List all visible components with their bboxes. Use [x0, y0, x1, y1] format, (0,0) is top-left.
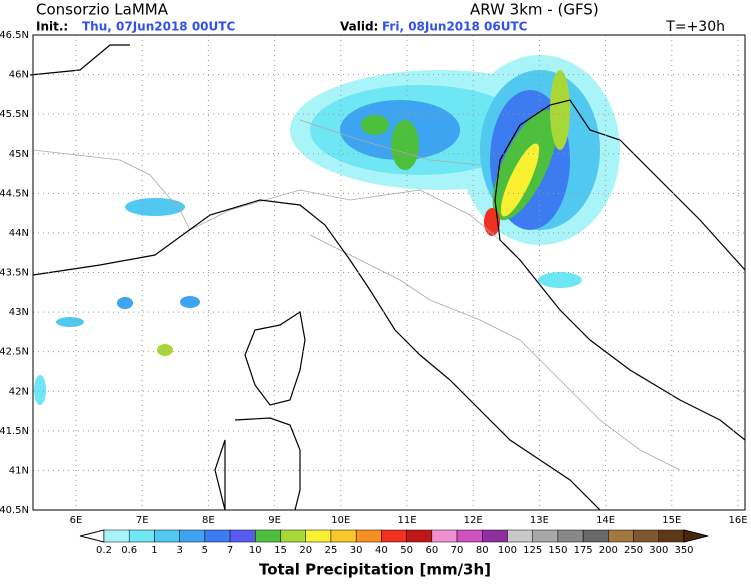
- coastlines: [29, 44, 746, 511]
- colorbar-swatch: [633, 529, 660, 543]
- lon-label: 14E: [596, 515, 615, 526]
- lon-label: 7E: [136, 515, 149, 526]
- colorbar-swatch: [280, 529, 306, 543]
- right-title: ARW 3km - (GFS): [470, 1, 599, 19]
- colorbar-swatch: [330, 529, 357, 543]
- init-label: Init.:: [36, 20, 68, 34]
- init-value: Thu, 07Jun2018 00UTC: [82, 20, 235, 34]
- colorbar-label: 0.2: [96, 545, 112, 556]
- lat-label: 41.5N: [0, 426, 29, 437]
- lat-label: 40.5N: [0, 505, 29, 516]
- colorbar-swatch: [355, 529, 382, 543]
- lat-label: 43.5N: [0, 268, 29, 279]
- colorbar-under: [79, 529, 105, 543]
- colorbar-swatch: [431, 529, 458, 543]
- lon-label: 9E: [268, 515, 281, 526]
- colorbar-label: 200: [599, 545, 618, 556]
- lat-label: 41N: [9, 465, 29, 476]
- forecast-time: T=+30h: [665, 19, 725, 35]
- colorbar-swatch: [179, 529, 206, 543]
- colorbar-label: 80: [476, 545, 489, 556]
- colorbar-label: 25: [325, 545, 338, 556]
- lat-label: 44N: [9, 228, 29, 239]
- borders: [32, 119, 681, 471]
- colorbar: 0.2 0.6 1 3 5 7 10 15 20 25 30 40 50 60 70 80 100 125 150 1…: [79, 529, 709, 556]
- colorbar-swatch: [456, 529, 483, 543]
- lon-label: 16E: [728, 515, 747, 526]
- axes: 46.5N 46N 45.5N 45N 44.5N 44N 43.5N 43N 42.5N 42N…: [0, 30, 748, 526]
- lat-label: 43N: [9, 307, 29, 318]
- colorbar-swatch: [557, 529, 584, 543]
- colorbar-swatch: [482, 529, 508, 543]
- colorbar-swatch: [406, 529, 433, 543]
- colorbar-label: 350: [674, 545, 693, 556]
- colorbar-label: 175: [574, 545, 593, 556]
- lon-label: 8E: [202, 515, 215, 526]
- colorbar-label: 125: [523, 545, 542, 556]
- lat-label: 45.5N: [0, 109, 29, 120]
- valid-label: Valid:: [340, 20, 378, 34]
- colorbar-label: 1: [151, 545, 157, 556]
- lat-label: 45N: [9, 149, 29, 160]
- colorbar-swatch: [229, 529, 256, 543]
- colorbar-label: 150: [548, 545, 567, 556]
- lat-label: 42N: [9, 386, 29, 397]
- lat-label: 46N: [9, 70, 29, 81]
- colorbar-swatch: [507, 529, 533, 543]
- colorbar-label: 70: [451, 545, 464, 556]
- lon-label: 10E: [331, 515, 350, 526]
- colorbar-label: 60: [425, 545, 438, 556]
- colorbar-swatch: [255, 529, 281, 543]
- lat-label: 44.5N: [0, 188, 29, 199]
- colorbar-swatch: [582, 529, 609, 543]
- lon-label: 6E: [70, 515, 83, 526]
- colorbar-label: 20: [299, 545, 312, 556]
- grid: [33, 35, 745, 510]
- lon-label: 15E: [662, 515, 681, 526]
- colorbar-swatch: [658, 529, 685, 543]
- colorbar-swatch: [305, 529, 332, 543]
- map-frame: [32, 34, 746, 511]
- colorbar-label: 3: [176, 545, 182, 556]
- colorbar-swatch: [381, 529, 407, 543]
- colorbar-label: 300: [649, 545, 668, 556]
- left-title: Consorzio LaMMA: [36, 1, 169, 19]
- colorbar-label: 30: [350, 545, 363, 556]
- precipitation: [34, 55, 620, 405]
- lon-label: 11E: [397, 515, 416, 526]
- colorbar-label: 50: [400, 545, 413, 556]
- colorbar-swatch: [103, 529, 130, 543]
- lon-label: 13E: [530, 515, 549, 526]
- colorbar-swatch: [532, 529, 559, 543]
- lat-label: 42.5N: [0, 347, 29, 358]
- colorbar-title: Total Precipitation [mm/3h]: [259, 561, 491, 579]
- valid-value: Fri, 08Jun2018 06UTC: [382, 20, 528, 34]
- colorbar-swatch: [608, 529, 634, 543]
- map-area: [29, 34, 746, 511]
- colorbar-over: [683, 529, 709, 543]
- colorbar-swatch: [154, 529, 180, 543]
- lon-label: 12E: [464, 515, 483, 526]
- colorbar-label: 0.6: [121, 545, 137, 556]
- colorbar-label: 7: [227, 545, 233, 556]
- colorbar-label: 10: [249, 545, 262, 556]
- lat-label: 46.5N: [0, 30, 29, 41]
- colorbar-swatch: [204, 529, 231, 543]
- colorbar-label: 15: [274, 545, 287, 556]
- colorbar-label: 250: [624, 545, 643, 556]
- colorbar-swatch: [128, 529, 155, 543]
- colorbar-label: 100: [498, 545, 517, 556]
- colorbar-label: 5: [202, 545, 208, 556]
- colorbar-label: 40: [375, 545, 388, 556]
